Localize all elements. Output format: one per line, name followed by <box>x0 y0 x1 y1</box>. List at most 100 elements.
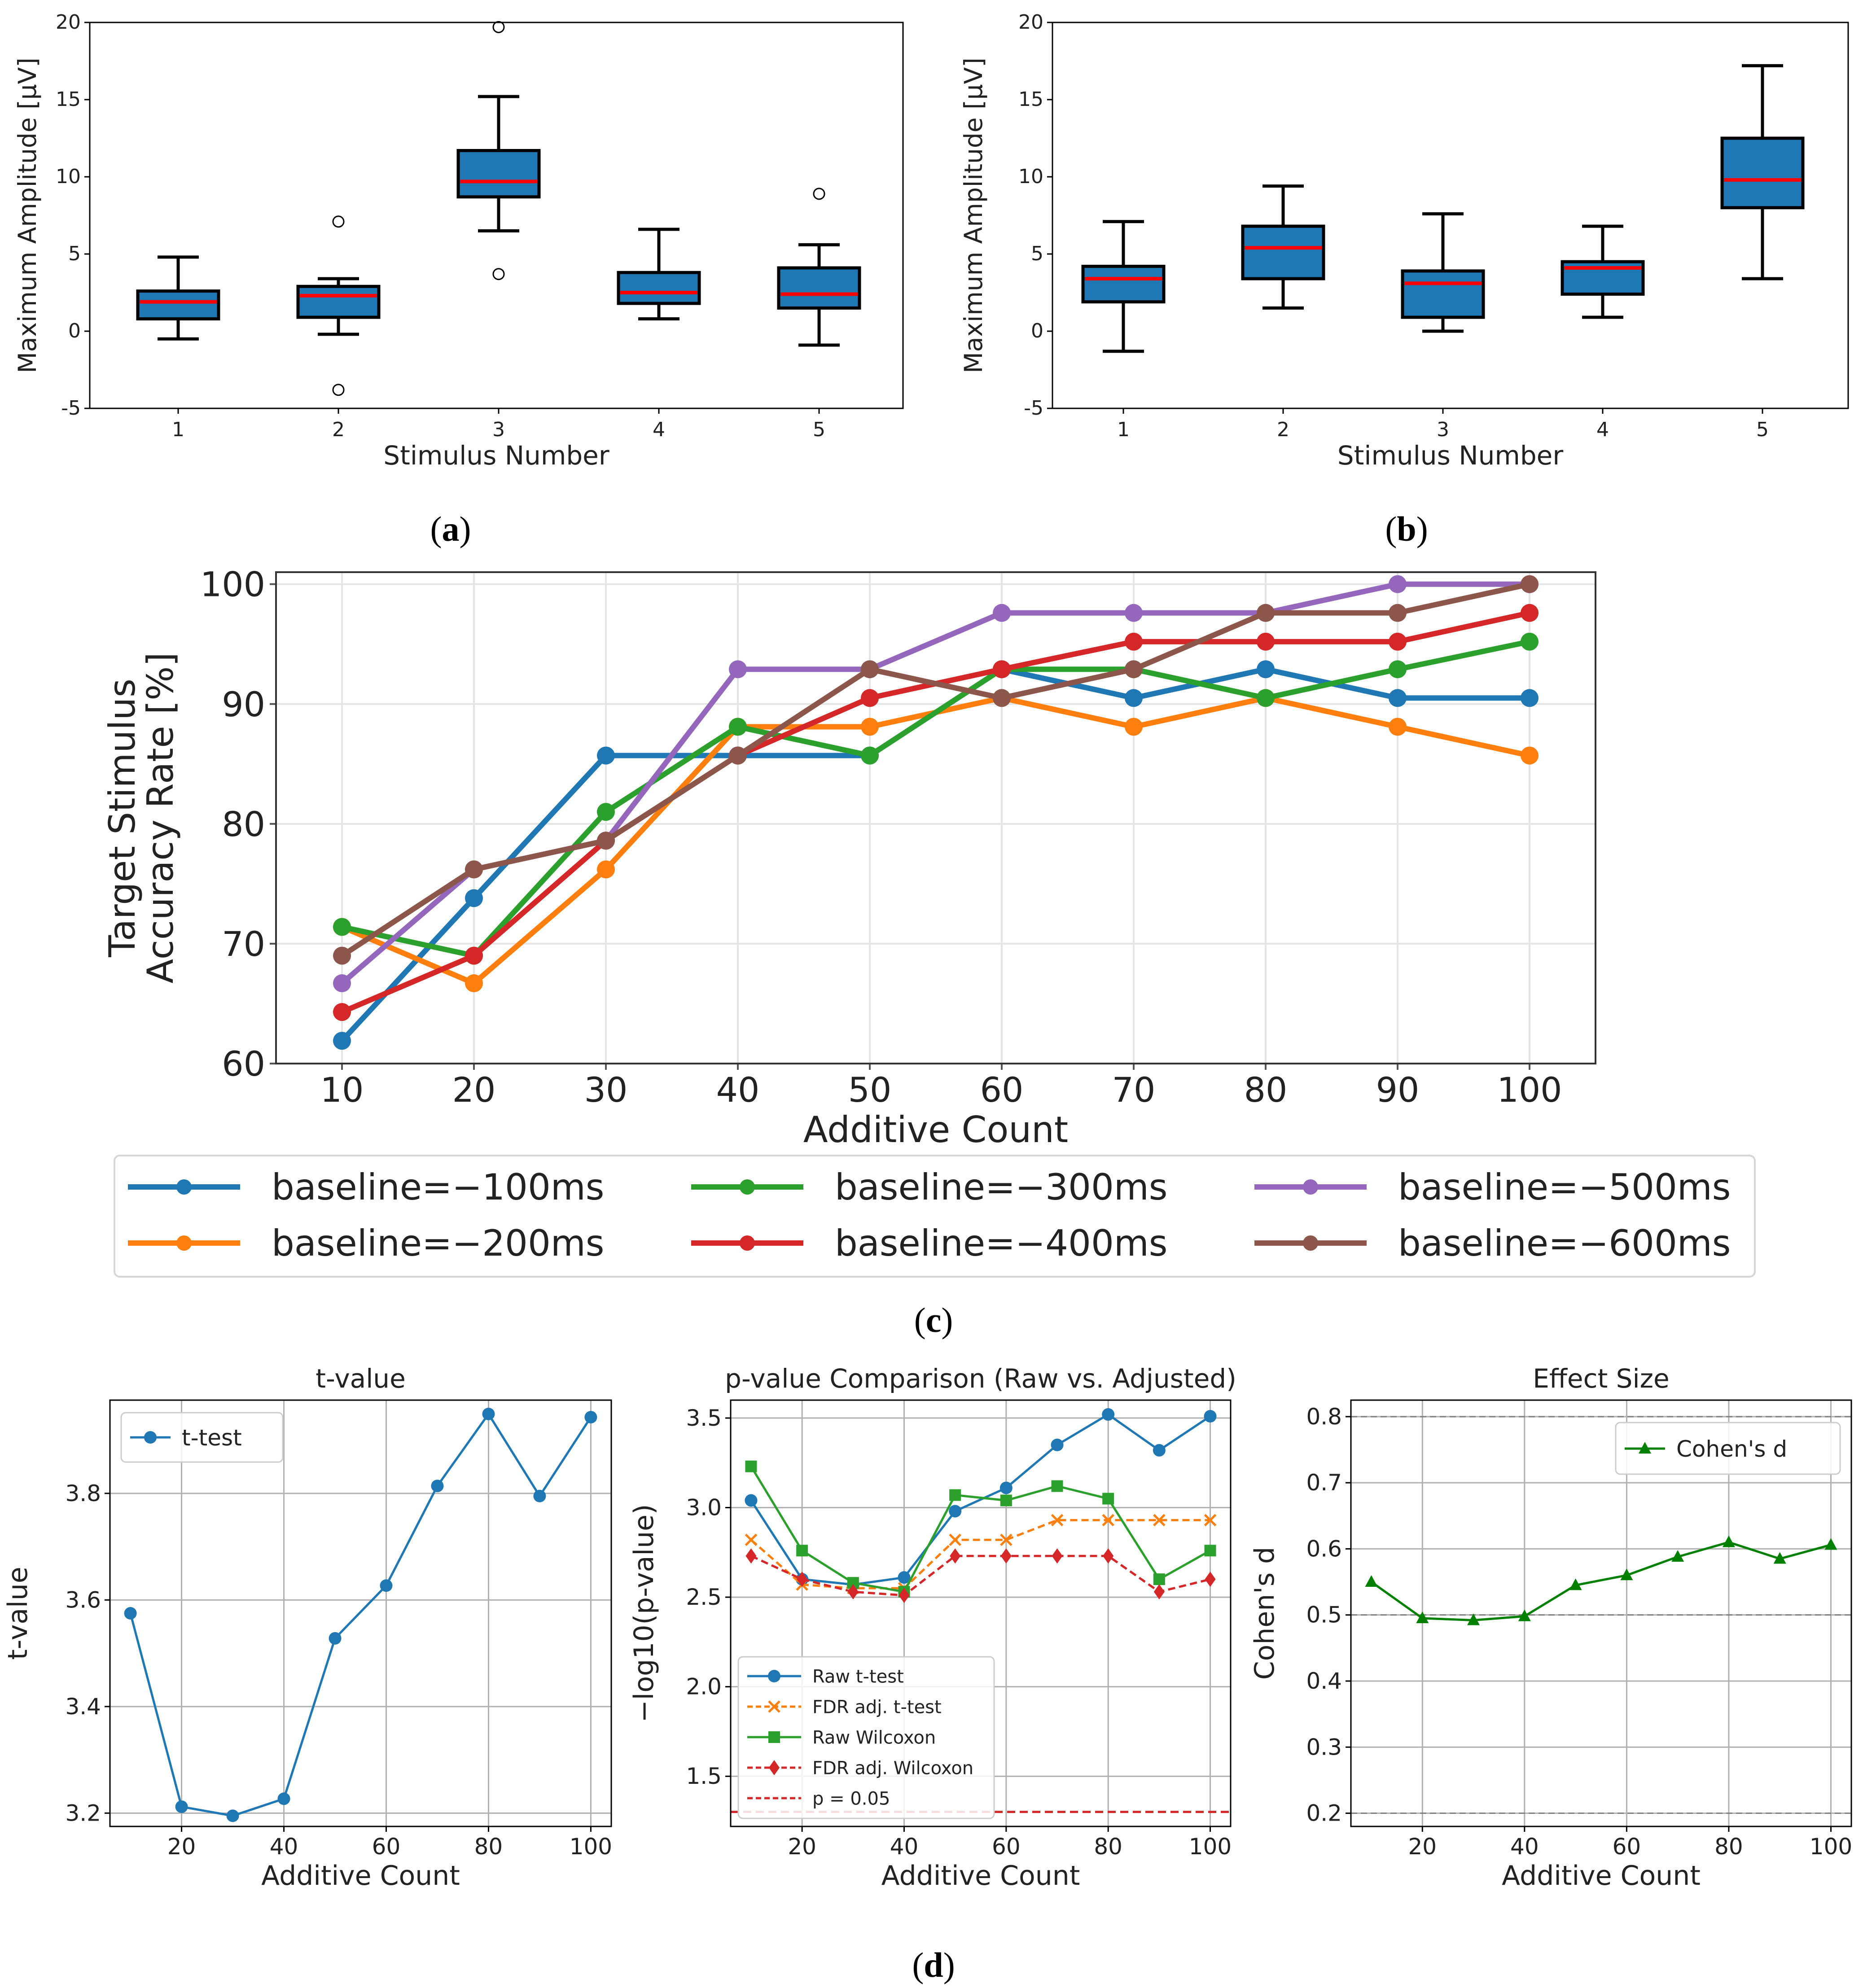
legend-entry: FDR adj. t-test <box>747 1697 942 1717</box>
legend-label: Raw t-test <box>812 1666 904 1687</box>
data-point <box>226 1809 239 1822</box>
data-point <box>1103 1548 1114 1564</box>
data-point <box>333 918 351 936</box>
legend-label: baseline=−300ms <box>835 1166 1167 1208</box>
y-axis-label: t-value <box>2 1567 34 1660</box>
y-tick-label: 0.4 <box>1306 1668 1342 1694</box>
legend-swatch-marker <box>176 1179 192 1195</box>
x-tick-label: 70 <box>1112 1070 1156 1110</box>
box-4 <box>1561 224 1645 319</box>
legend-label: FDR adj. Wilcoxon <box>812 1758 973 1778</box>
data-point <box>745 1548 757 1564</box>
x-tick-label: 40 <box>890 1834 919 1860</box>
legend-entry: Raw Wilcoxon <box>747 1727 936 1748</box>
y-tick-label: 2.5 <box>686 1584 722 1610</box>
x-tick-label: 100 <box>570 1834 612 1860</box>
y-tick-label: 3.6 <box>65 1587 101 1613</box>
data-point <box>1389 632 1407 651</box>
data-point <box>597 860 615 879</box>
data-point <box>333 1032 351 1050</box>
data-point <box>768 1731 780 1743</box>
data-point <box>1416 1611 1429 1624</box>
y-tick-label: 3.2 <box>65 1800 101 1826</box>
panel-d-p-value-chart: 20 40 60 80 100 1.5 2.0 2.5 3.0 3.5p-value Compar… <box>628 1363 1236 1892</box>
x-tick-label: 4 <box>653 418 665 441</box>
x-tick-label: 60 <box>1613 1834 1641 1860</box>
x-tick-label: 100 <box>1497 1070 1562 1110</box>
legend-entry: baseline=−100ms <box>128 1166 604 1208</box>
data-point <box>1389 689 1407 707</box>
legend-frame <box>1615 1422 1841 1475</box>
legend-entry: baseline=−600ms <box>1254 1222 1731 1264</box>
legend-label: baseline=−400ms <box>835 1222 1167 1264</box>
legend-entry: FDR adj. Wilcoxon <box>747 1758 973 1778</box>
series-baseline-6 <box>333 575 1539 965</box>
chart-title: p-value Comparison (Raw vs. Adjusted) <box>725 1363 1236 1394</box>
data-point <box>597 746 615 765</box>
data-point <box>861 718 879 736</box>
y-tick-label: 20 <box>56 11 81 34</box>
x-tick-label: 40 <box>270 1834 298 1860</box>
panel-a-box-plot: -5 0 5 10 15 20 1 2 3 4 5 Stimulus Number Maximum Am… <box>13 11 904 471</box>
data-point <box>949 1489 961 1501</box>
legend-entry: baseline=−200ms <box>128 1222 604 1264</box>
legend-swatch-marker <box>1303 1179 1318 1195</box>
legend-entry: Cohen's d <box>1625 1436 1787 1462</box>
box-3 <box>456 21 541 280</box>
data-point <box>1205 1572 1216 1587</box>
series-line <box>750 1413 1211 1586</box>
data-point <box>380 1579 393 1592</box>
data-point <box>597 803 615 821</box>
x-tick-label: 4 <box>1596 418 1609 441</box>
x-tick-label: 30 <box>584 1070 628 1110</box>
plot-frame <box>730 1399 1232 1827</box>
data-point <box>1257 689 1275 707</box>
y-axis-label: Accuracy Rate [%] <box>140 652 181 984</box>
data-point <box>949 1533 961 1546</box>
data-point <box>1257 632 1275 651</box>
data-point <box>797 1572 808 1587</box>
legend-frame <box>120 1412 284 1463</box>
data-point <box>1521 575 1539 593</box>
data-point <box>1000 1548 1012 1564</box>
data-point <box>1389 604 1407 622</box>
y-axis-label: Target Stimulus <box>101 679 143 958</box>
data-point <box>745 1494 758 1507</box>
y-tick-label: 0.6 <box>1306 1536 1342 1562</box>
box-5 <box>1720 64 1805 280</box>
data-point <box>1773 1552 1786 1564</box>
data-point <box>1521 604 1539 622</box>
data-point <box>533 1489 546 1502</box>
x-tick-label: 100 <box>1810 1834 1852 1860</box>
y-tick-label: 0.7 <box>1306 1470 1342 1496</box>
y-tick-label: 0 <box>68 320 81 342</box>
x-tick-label: 80 <box>1714 1834 1743 1860</box>
x-tick-label: 60 <box>992 1834 1021 1860</box>
outlier-point <box>813 188 825 200</box>
x-marker-stroke <box>1051 1514 1064 1527</box>
data-point <box>1620 1568 1633 1581</box>
data-point <box>1125 632 1143 651</box>
data-point <box>1722 1535 1735 1547</box>
svg-text:(c): (c) <box>914 1301 953 1340</box>
data-point <box>1153 1584 1165 1600</box>
x-axis-label: Additive Count <box>1502 1860 1701 1892</box>
data-point <box>796 1545 808 1557</box>
data-point <box>1204 1545 1216 1557</box>
legend: Cohen's d <box>1615 1422 1841 1475</box>
panel-c-line-chart: 10 20 30 40 50 60 70 80 90 100 60 70 80 90 100 Additive… <box>101 565 1756 1278</box>
data-point <box>1204 1410 1217 1423</box>
caption-b: (b) <box>1385 509 1428 548</box>
x-marker-stroke <box>1000 1533 1013 1546</box>
data-point <box>1052 1548 1063 1564</box>
x-tick-label: 80 <box>1094 1834 1122 1860</box>
outlier-point <box>332 215 345 228</box>
svg-text:(d): (d) <box>912 1945 955 1984</box>
caption-a-label: a <box>442 509 460 548</box>
x-tick-label: 20 <box>788 1834 816 1860</box>
legend-label: p = 0.05 <box>812 1788 890 1809</box>
legend-label: baseline=−500ms <box>1398 1166 1731 1208</box>
y-tick-label: 70 <box>222 924 265 964</box>
series-line <box>1371 1541 1832 1621</box>
box-1 <box>1081 220 1166 353</box>
